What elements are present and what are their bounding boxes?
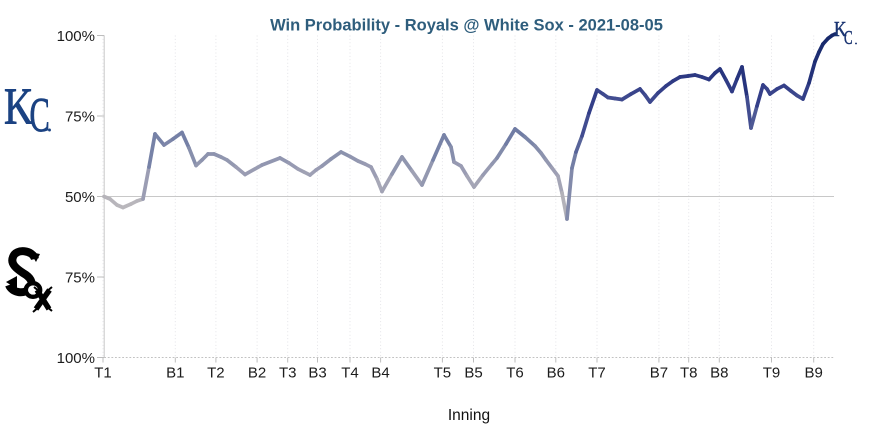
svg-text:T1: T1 <box>94 365 112 382</box>
svg-text:T5: T5 <box>434 365 452 382</box>
svg-text:T7: T7 <box>588 365 606 382</box>
svg-text:B7: B7 <box>650 365 668 382</box>
svg-text:B4: B4 <box>371 365 389 382</box>
svg-text:K: K <box>4 78 34 136</box>
svg-text:B1: B1 <box>166 365 184 382</box>
svg-text:C: C <box>30 88 50 142</box>
svg-text:B9: B9 <box>805 365 823 382</box>
svg-text:B8: B8 <box>710 365 728 382</box>
svg-text:100%: 100% <box>57 350 95 367</box>
svg-text:T9: T9 <box>763 365 781 382</box>
svg-text:T8: T8 <box>680 365 698 382</box>
svg-text:T3: T3 <box>279 365 297 382</box>
svg-text:Inning: Inning <box>448 407 490 424</box>
svg-text:B5: B5 <box>464 365 482 382</box>
svg-text:100%: 100% <box>57 28 95 45</box>
svg-text:50%: 50% <box>65 189 95 206</box>
svg-text:T2: T2 <box>207 365 225 382</box>
svg-text:B2: B2 <box>248 365 266 382</box>
svg-text:T4: T4 <box>341 365 359 382</box>
svg-text:75%: 75% <box>65 108 95 125</box>
svg-text:T6: T6 <box>506 365 524 382</box>
svg-text:C: C <box>844 26 853 49</box>
svg-text:B3: B3 <box>308 365 326 382</box>
svg-text:K: K <box>834 19 846 42</box>
svg-text:B6: B6 <box>547 365 565 382</box>
svg-text:75%: 75% <box>65 269 95 286</box>
svg-text:Win Probability - Royals @ Whi: Win Probability - Royals @ White Sox - 2… <box>270 17 663 35</box>
